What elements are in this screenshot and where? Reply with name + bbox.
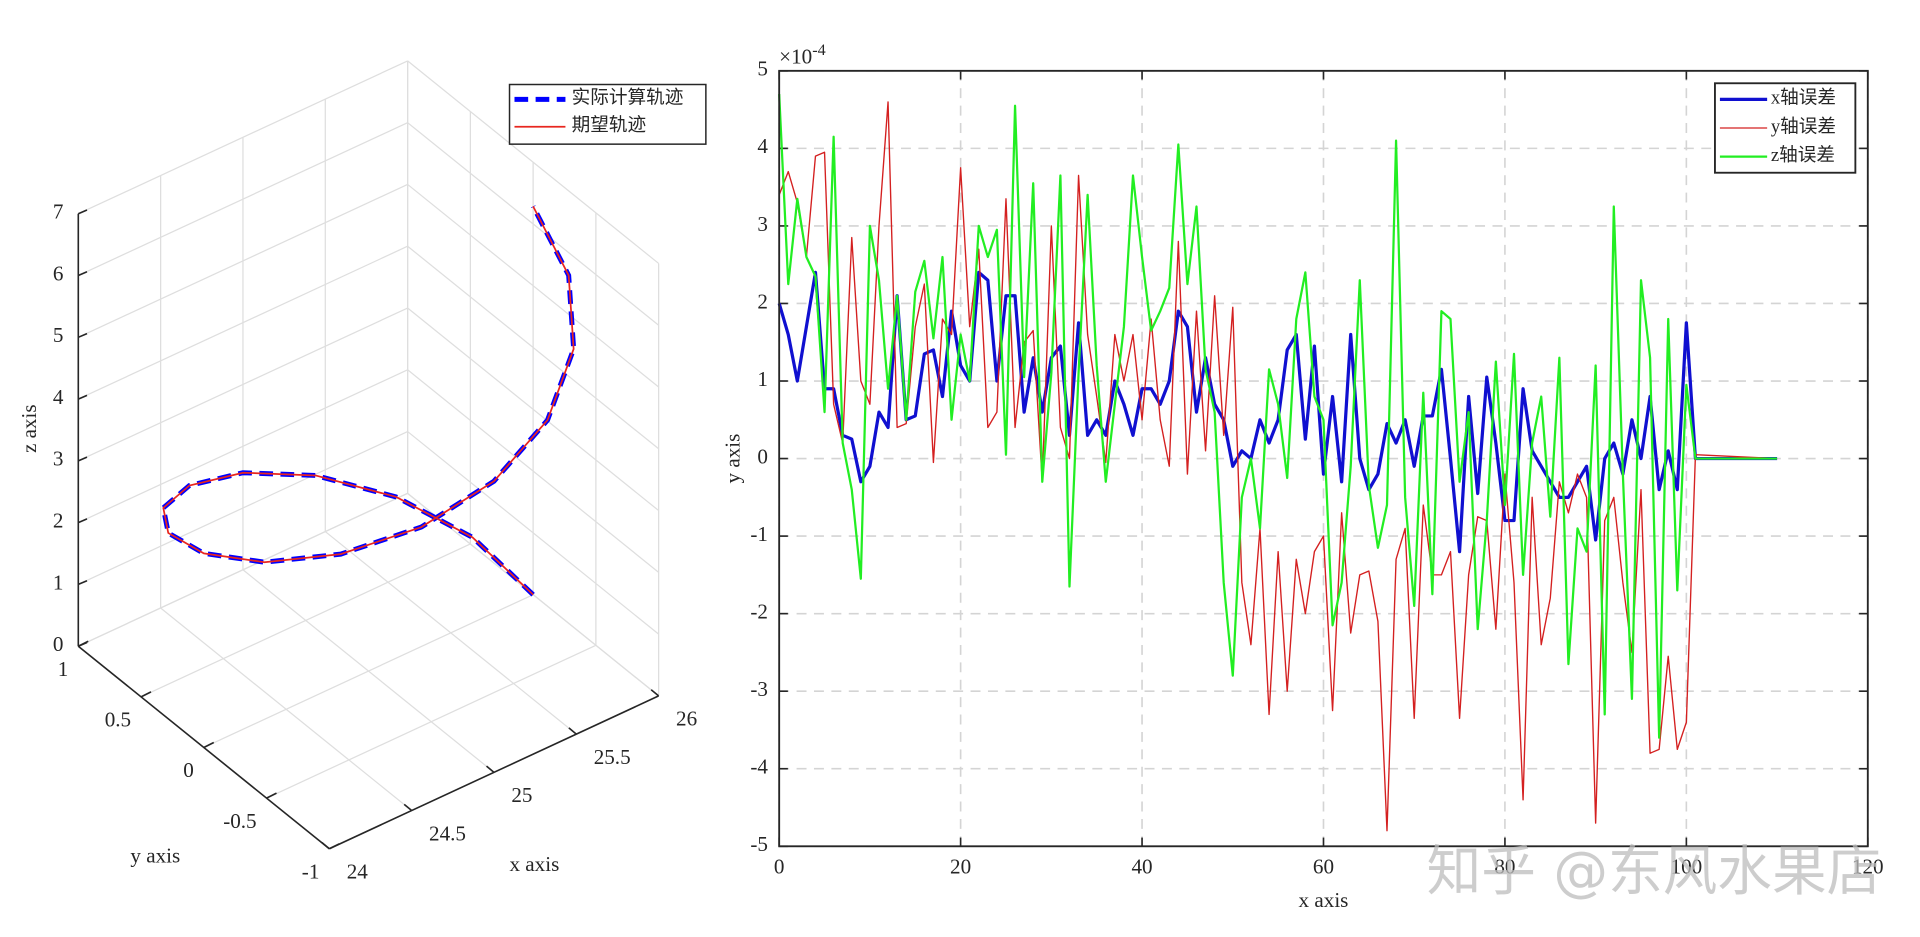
multiplier-base: ×10 [779,44,812,68]
y-tick-label: -4 [750,755,768,779]
grid-line [140,543,471,698]
grid-line [407,307,660,512]
legend-label: x轴误差 [1771,88,1836,109]
z-tick-label: 3 [53,447,64,471]
y-tick-label: 1 [58,657,69,681]
legend-label: y轴误差 [1771,116,1836,137]
tick [650,689,660,697]
x-axis-label: x axis [509,852,559,876]
tick [203,741,215,749]
legend-box [508,83,707,145]
z-tick-label: 5 [53,323,64,347]
y-tick-label: 1 [757,367,768,391]
tick [266,792,277,799]
legend-label: 实际计算轨迹 [572,88,684,109]
tick [77,456,88,462]
tick [486,765,495,773]
legend: x轴误差 y轴误差 z轴误差 [1714,82,1857,174]
tick [77,394,88,400]
y-tick-label: -3 [750,677,768,701]
z-tick-label: 4 [53,385,64,409]
x-axis-label: x axis [1299,888,1349,912]
tick [77,640,89,647]
grid-line [203,594,534,749]
y-tick-label: -1 [302,859,320,883]
x-tick-label: 40 [1132,854,1153,878]
y-tick-label: 4 [757,134,768,158]
grid-line [78,431,408,585]
grid-line [266,644,597,799]
axis-multiplier: ×10-4 [779,42,825,69]
y-tick-label: 0 [757,444,768,468]
tick [328,843,340,850]
x-tick-label: 24.5 [429,821,466,845]
tick [140,691,152,698]
y-axis-label: y axis [720,434,744,484]
y-tick-label: -0.5 [223,809,256,833]
y-axis-label: y axis [130,843,180,867]
trajectory-line [162,206,575,596]
grid-line [78,60,408,215]
tick [77,518,88,524]
grid-line [407,183,660,388]
y-tick-label: -5 [750,832,768,856]
x-tick-label: 25.5 [594,745,631,769]
grid-line [407,369,660,573]
grid-line [78,122,408,277]
y-tick-label: 5 [757,57,768,81]
tick [77,209,88,215]
y-tick-label: -1 [750,522,768,546]
grid-line [78,183,408,338]
x-tick-label: 20 [950,854,971,878]
grid-line [407,60,660,264]
z-tick-label: 0 [53,632,64,656]
multiplier-exponent: -4 [812,42,825,59]
x-tick-label: 26 [676,707,697,731]
legend-label: 期望轨迹 [572,115,647,136]
series-line [778,94,1778,739]
grid-line [407,245,660,450]
x-tick-label: 60 [1313,854,1334,878]
series-line [777,270,1778,554]
x-tick-label: 0 [774,854,785,878]
z-tick-label: 2 [53,508,64,532]
y-tick-label: 2 [757,289,768,313]
grid-line [407,122,660,326]
grid-line [78,307,408,462]
z-tick-label: 7 [53,200,64,224]
tick [77,271,88,277]
tick [77,332,88,339]
x-tick-label: 25 [511,783,532,807]
grid-line [78,369,408,524]
y-tick-label: 3 [757,212,768,236]
x-tick-label: 120 [1852,854,1884,878]
watermark: 知乎 @东风水果店 [1427,839,1882,903]
y-tick-label: 0.5 [105,708,131,732]
grid-line [407,431,660,635]
x-tick-label: 80 [1494,854,1515,878]
z-tick-label: 6 [53,261,64,285]
legend-label: z轴误差 [1771,145,1835,166]
y-tick-label: 0 [183,758,194,782]
x-tick-label: 100 [1671,854,1703,878]
tick [321,841,330,850]
z-tick-label: 1 [53,570,64,594]
grid-line [78,245,408,400]
series-line [778,101,1778,832]
tick [403,803,413,812]
axes-box [778,69,1869,848]
z-axis-label: z axis [17,404,41,453]
tick [77,579,88,586]
grid-line [78,492,408,647]
x-tick-label: 24 [347,859,369,883]
tick [568,727,577,735]
y-tick-label: -2 [750,599,768,623]
